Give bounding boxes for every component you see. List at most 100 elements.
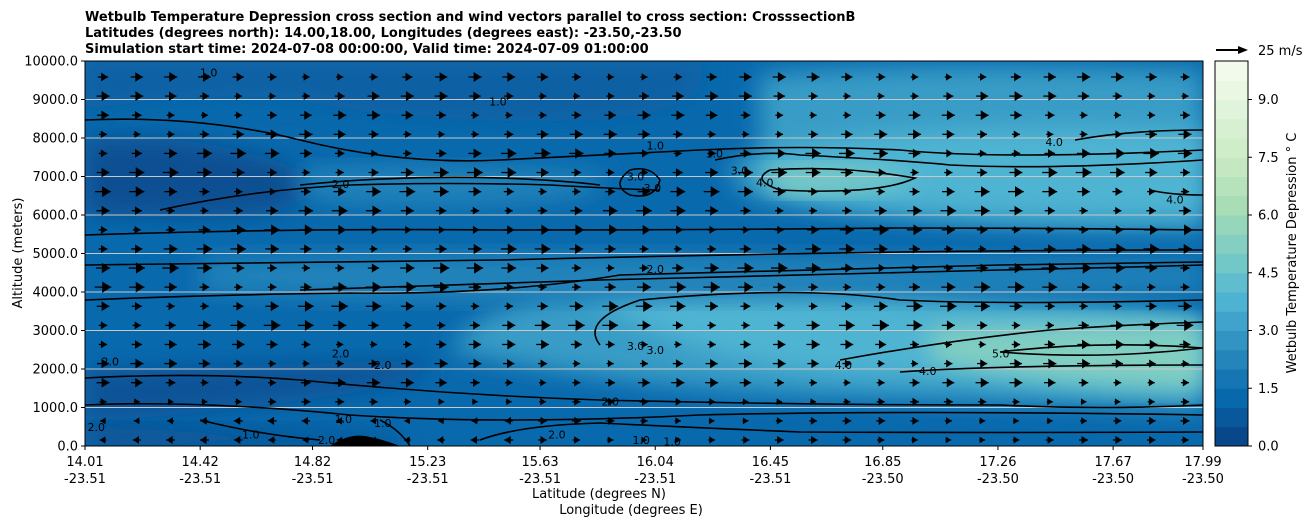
wind-vector-head xyxy=(506,378,513,387)
wind-vector xyxy=(805,148,821,159)
wind-vector-head xyxy=(946,168,953,177)
wind-vector xyxy=(433,186,449,197)
wind-vector-head xyxy=(405,358,414,369)
wind-vector-head xyxy=(608,92,615,100)
wind-vector-head xyxy=(100,130,108,139)
wind-vector xyxy=(1077,339,1090,350)
wind-vector-head xyxy=(1013,149,1021,158)
wind-vector-head xyxy=(100,398,107,406)
colorbar-tick-label: 1.5 xyxy=(1258,382,1279,397)
field-region xyxy=(85,425,400,446)
wind-vector xyxy=(706,72,717,82)
colorbar-band xyxy=(1215,311,1248,331)
wind-vector xyxy=(1077,91,1090,101)
wind-vector-head xyxy=(776,417,783,425)
contour-label: 1.0 xyxy=(374,417,392,430)
wind-vector xyxy=(1045,225,1054,234)
wind-vector xyxy=(909,244,920,254)
wind-vector-head xyxy=(878,168,886,177)
wind-vector xyxy=(435,340,447,349)
x-tick-label-latitude: 16.04 xyxy=(637,455,674,470)
wind-vector-head xyxy=(168,398,174,406)
wind-vector xyxy=(1180,72,1190,82)
wind-vector-head xyxy=(1047,417,1053,425)
wind-vector xyxy=(707,340,716,349)
wind-vector xyxy=(96,91,110,102)
colorbar-band xyxy=(1215,99,1248,120)
wind-vector-head xyxy=(372,186,381,197)
wind-vector xyxy=(435,244,447,254)
wind-vector-head xyxy=(845,339,854,350)
wind-vector-head xyxy=(641,397,649,406)
wind-vector xyxy=(1045,436,1054,444)
wind-vector-head xyxy=(574,129,583,140)
wind-vector-head xyxy=(304,129,313,140)
wind-vector xyxy=(97,72,109,82)
wind-vector xyxy=(264,148,280,159)
wind-vector xyxy=(468,148,482,159)
wind-vector-head xyxy=(338,320,347,331)
wind-vector xyxy=(163,243,178,255)
wind-vector xyxy=(369,397,378,406)
wind-vector xyxy=(199,435,209,445)
wind-vector-head xyxy=(641,359,649,368)
wind-vector xyxy=(910,92,919,100)
wind-vector xyxy=(96,205,110,216)
wind-vector xyxy=(776,398,783,406)
wind-vector xyxy=(133,398,140,406)
wind-vector xyxy=(230,243,247,255)
wind-vector-head xyxy=(1149,72,1157,82)
wind-vector xyxy=(234,398,242,406)
wind-vector xyxy=(470,435,480,445)
contour-line xyxy=(85,249,1203,266)
wind-vector-head xyxy=(202,91,210,101)
wind-vector-head xyxy=(202,187,210,196)
wind-vector-head xyxy=(405,72,413,82)
wind-vector xyxy=(1075,167,1092,179)
wind-vector-head xyxy=(979,417,986,425)
wind-vector xyxy=(162,167,179,179)
wind-vector-head xyxy=(608,264,615,272)
wind-vector-head xyxy=(845,319,855,331)
wind-vector-head xyxy=(675,130,683,139)
wind-vector xyxy=(942,129,955,140)
wind-vector xyxy=(671,377,685,388)
wind-vector xyxy=(538,416,547,425)
wind-vector xyxy=(1113,417,1122,425)
colorbar-band xyxy=(1215,157,1248,177)
wind-vector-head xyxy=(743,244,752,254)
wind-vector xyxy=(435,378,447,388)
wind-vector xyxy=(1010,72,1022,82)
wind-vector-head xyxy=(404,417,410,425)
wind-vector-head xyxy=(979,397,987,406)
wind-vector xyxy=(705,377,719,388)
wind-vector-head xyxy=(1182,436,1189,444)
wind-vector xyxy=(264,224,280,236)
contour-label: 2.0 xyxy=(646,263,664,276)
contour-line xyxy=(379,419,411,446)
wind-vector xyxy=(1181,92,1189,100)
wind-vector xyxy=(773,339,786,350)
contour-line xyxy=(85,261,1203,301)
wind-vector xyxy=(403,149,412,158)
wind-vector xyxy=(1044,111,1055,120)
wind-vector-head xyxy=(303,340,311,349)
wind-vector xyxy=(1044,340,1055,349)
wind-vector-head xyxy=(473,148,482,159)
wind-vector-head xyxy=(270,72,277,82)
wind-vector-head xyxy=(777,111,784,120)
wind-vector-head xyxy=(337,149,345,158)
wind-vector-head xyxy=(777,435,784,445)
wind-vector xyxy=(1011,225,1021,234)
wind-vector-head xyxy=(236,167,245,178)
wind-vector-head xyxy=(811,167,821,178)
wind-vector xyxy=(737,167,753,178)
wind-vector-head xyxy=(541,147,551,159)
wind-vector-head xyxy=(1148,111,1156,120)
wind-vector-head xyxy=(744,262,754,274)
wind-vector xyxy=(1042,186,1058,197)
wind-vector-head xyxy=(946,417,952,425)
wind-vector xyxy=(468,186,482,197)
wind-vector-head xyxy=(811,130,818,139)
wind-vector xyxy=(1145,129,1157,139)
